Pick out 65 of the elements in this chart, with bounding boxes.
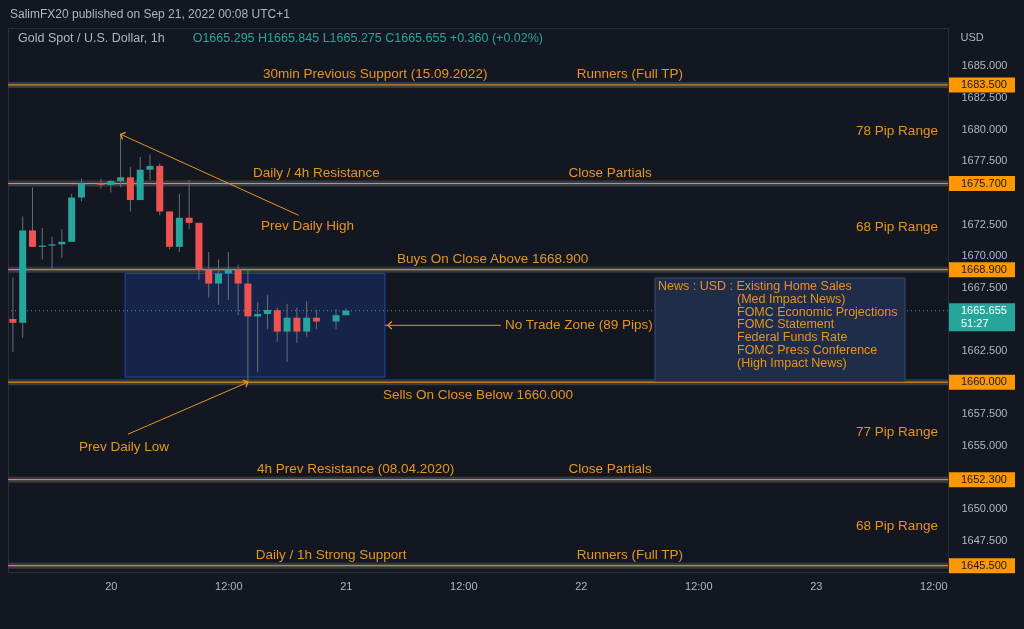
y-tick-label: 1650.000 xyxy=(961,502,1008,515)
x-tick-label: 20 xyxy=(105,579,118,592)
candlestick xyxy=(273,307,281,343)
y-tick-label: 1685.000 xyxy=(961,59,1008,72)
annotation: Runners (Full TP) xyxy=(576,65,683,81)
x-tick-label: 12:00 xyxy=(920,579,948,592)
ref-line-label: 1675.700 xyxy=(961,176,1007,189)
candlestick xyxy=(28,186,36,248)
y-tick-label: 1682.500 xyxy=(961,91,1008,104)
candlestick xyxy=(146,154,154,181)
chart-title: Gold Spot / U.S. Dollar, 1h xyxy=(18,31,165,45)
text: SalimFX20 published on Sep 21, 2022 00:08 UTC+1 xyxy=(10,7,291,21)
y-tick-label: 1655.000 xyxy=(961,438,1008,451)
candlestick xyxy=(185,179,193,230)
annotation: Prev Daily Low xyxy=(78,439,170,455)
annotation: Daily / 4h Resistance xyxy=(253,164,380,180)
y-tick-label: 1667.500 xyxy=(961,280,1008,293)
annotation: Daily / 1h Strong Support xyxy=(255,546,407,562)
candlestick xyxy=(234,264,242,316)
annotation: Sells On Close Below 1660.000 xyxy=(383,387,573,403)
annotation: Prev Daily High xyxy=(261,218,355,234)
annotation: 4h Prev Resistance (08.04.2020) xyxy=(256,460,455,476)
x-tick-label: 22 xyxy=(575,579,588,592)
candlestick xyxy=(9,276,17,353)
ref-line-label: 1683.500 xyxy=(961,77,1007,90)
chart-subtitle: O1665.295 H1665.845 L1665.275 C1665.655 +0.360 (+0.02%) xyxy=(192,31,543,45)
candlestick xyxy=(205,251,213,298)
y-tick-label: 1677.500 xyxy=(961,154,1008,167)
ref-line-label: 1652.300 xyxy=(961,472,1007,485)
y-tick-label: 1672.500 xyxy=(961,217,1008,230)
y-tick-label: 1680.000 xyxy=(961,122,1008,135)
x-tick-label: 21 xyxy=(340,579,353,592)
candlestick xyxy=(332,308,340,330)
annotation: 68 Pip Range xyxy=(856,219,938,234)
x-tick-label: 23 xyxy=(810,579,823,592)
band-label: No Trade Zone (89 Pips) xyxy=(504,317,653,333)
annotation: News : USD : Existing Home Sales (Med Impact News) FOMC Economic Projections FOMC Statement Federal Funds Rate FOMC Press Conference (High Impact News) xyxy=(658,279,898,370)
text: 51:27 xyxy=(961,316,989,329)
ref-line-label: 1645.500 xyxy=(961,558,1007,571)
x-tick-label: 12:00 xyxy=(685,579,713,592)
y-tick-label: 1657.500 xyxy=(961,407,1008,420)
y-tick-label: 1670.000 xyxy=(961,249,1008,262)
annotation: 68 Pip Range xyxy=(856,518,938,533)
annotation: Close Partials xyxy=(568,460,653,476)
annotation: 77 Pip Range xyxy=(856,424,938,439)
ref-line-label: 1668.900 xyxy=(961,262,1007,275)
annotation: 78 Pip Range xyxy=(856,123,938,138)
candlestick xyxy=(293,307,301,344)
ref-line-label: 1660.000 xyxy=(961,375,1007,388)
annotation: Runners (Full TP) xyxy=(576,546,683,562)
annotation: Close Partials xyxy=(568,164,653,180)
candlestick xyxy=(312,309,320,330)
candlestick xyxy=(215,259,223,306)
y-axis-title: USD xyxy=(960,30,984,43)
candlestick xyxy=(126,166,134,212)
x-tick-label: 12:00 xyxy=(215,579,243,592)
annotation: Buys On Close Above 1668.900 xyxy=(396,250,589,266)
candlestick xyxy=(48,236,56,271)
candlestick xyxy=(283,303,291,363)
candlestick xyxy=(77,178,85,202)
y-tick-label: 1662.500 xyxy=(961,344,1008,357)
x-tick-label: 12:00 xyxy=(450,579,478,592)
y-tick-label: 1647.500 xyxy=(961,533,1008,546)
annotation: 30min Previous Support (15.09.2022) xyxy=(262,65,488,81)
ref-line-label: 1665.655 xyxy=(961,303,1007,316)
